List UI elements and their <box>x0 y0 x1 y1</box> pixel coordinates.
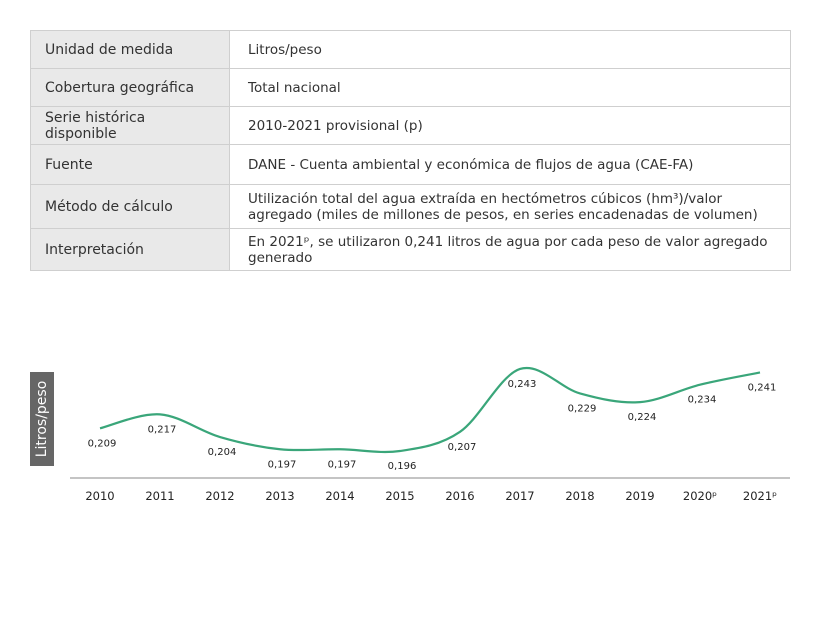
row-value: En 2021ᵖ, se utilizaron 0,241 litros de … <box>229 228 791 271</box>
row-label: Fuente <box>30 144 230 185</box>
data-label: 0,243 <box>508 379 537 390</box>
table-row: Cobertura geográfica Total nacional <box>30 68 791 107</box>
x-tick-label: 2014 <box>325 489 354 503</box>
x-tick-label: 2017 <box>505 489 534 503</box>
table-row: Fuente DANE - Cuenta ambiental y económic… <box>30 144 791 185</box>
x-tick-label: 2010 <box>85 489 114 503</box>
row-value: DANE - Cuenta ambiental y económica de f… <box>229 144 791 185</box>
row-label: Serie histórica disponible <box>30 106 230 145</box>
table-row: Método de cálculo Utilización total del a… <box>30 184 791 229</box>
data-label: 0,204 <box>208 447 237 458</box>
data-label: 0,207 <box>448 442 477 453</box>
x-tick-label: 2020ᵖ <box>683 489 717 503</box>
x-tick-label: 2016 <box>445 489 474 503</box>
data-label: 0,197 <box>328 459 357 470</box>
table-row: Unidad de medida Litros/peso <box>30 30 791 69</box>
row-label: Método de cálculo <box>30 184 230 229</box>
y-axis-label: Litros/peso <box>30 372 54 466</box>
row-label: Interpretación <box>30 228 230 271</box>
table-row: Interpretación En 2021ᵖ, se utilizaron 0,… <box>30 228 791 271</box>
x-tick-label: 2021ᵖ <box>743 489 777 503</box>
data-label: 0,234 <box>688 395 717 406</box>
x-tick-label: 2019 <box>625 489 654 503</box>
x-tick-label: 2013 <box>265 489 294 503</box>
data-label: 0,217 <box>148 424 177 435</box>
row-label: Unidad de medida <box>30 30 230 69</box>
x-tick-label: 2011 <box>145 489 174 503</box>
x-tick-label: 2018 <box>565 489 594 503</box>
x-tick-label: 2012 <box>205 489 234 503</box>
data-label: 0,209 <box>88 438 117 449</box>
row-value: Utilización total del agua extraída en h… <box>229 184 791 229</box>
row-value: Total nacional <box>229 68 791 107</box>
data-label: 0,197 <box>268 459 297 470</box>
data-label: 0,229 <box>568 403 597 414</box>
x-tick-label: 2015 <box>385 489 414 503</box>
row-value: Litros/peso <box>229 30 791 69</box>
data-label: 0,196 <box>388 461 417 472</box>
data-label: 0,241 <box>748 382 777 393</box>
data-label: 0,224 <box>628 412 657 423</box>
metadata-table: Unidad de medida Litros/peso Cobertura geo… <box>30 30 791 271</box>
series-line <box>99 366 761 454</box>
